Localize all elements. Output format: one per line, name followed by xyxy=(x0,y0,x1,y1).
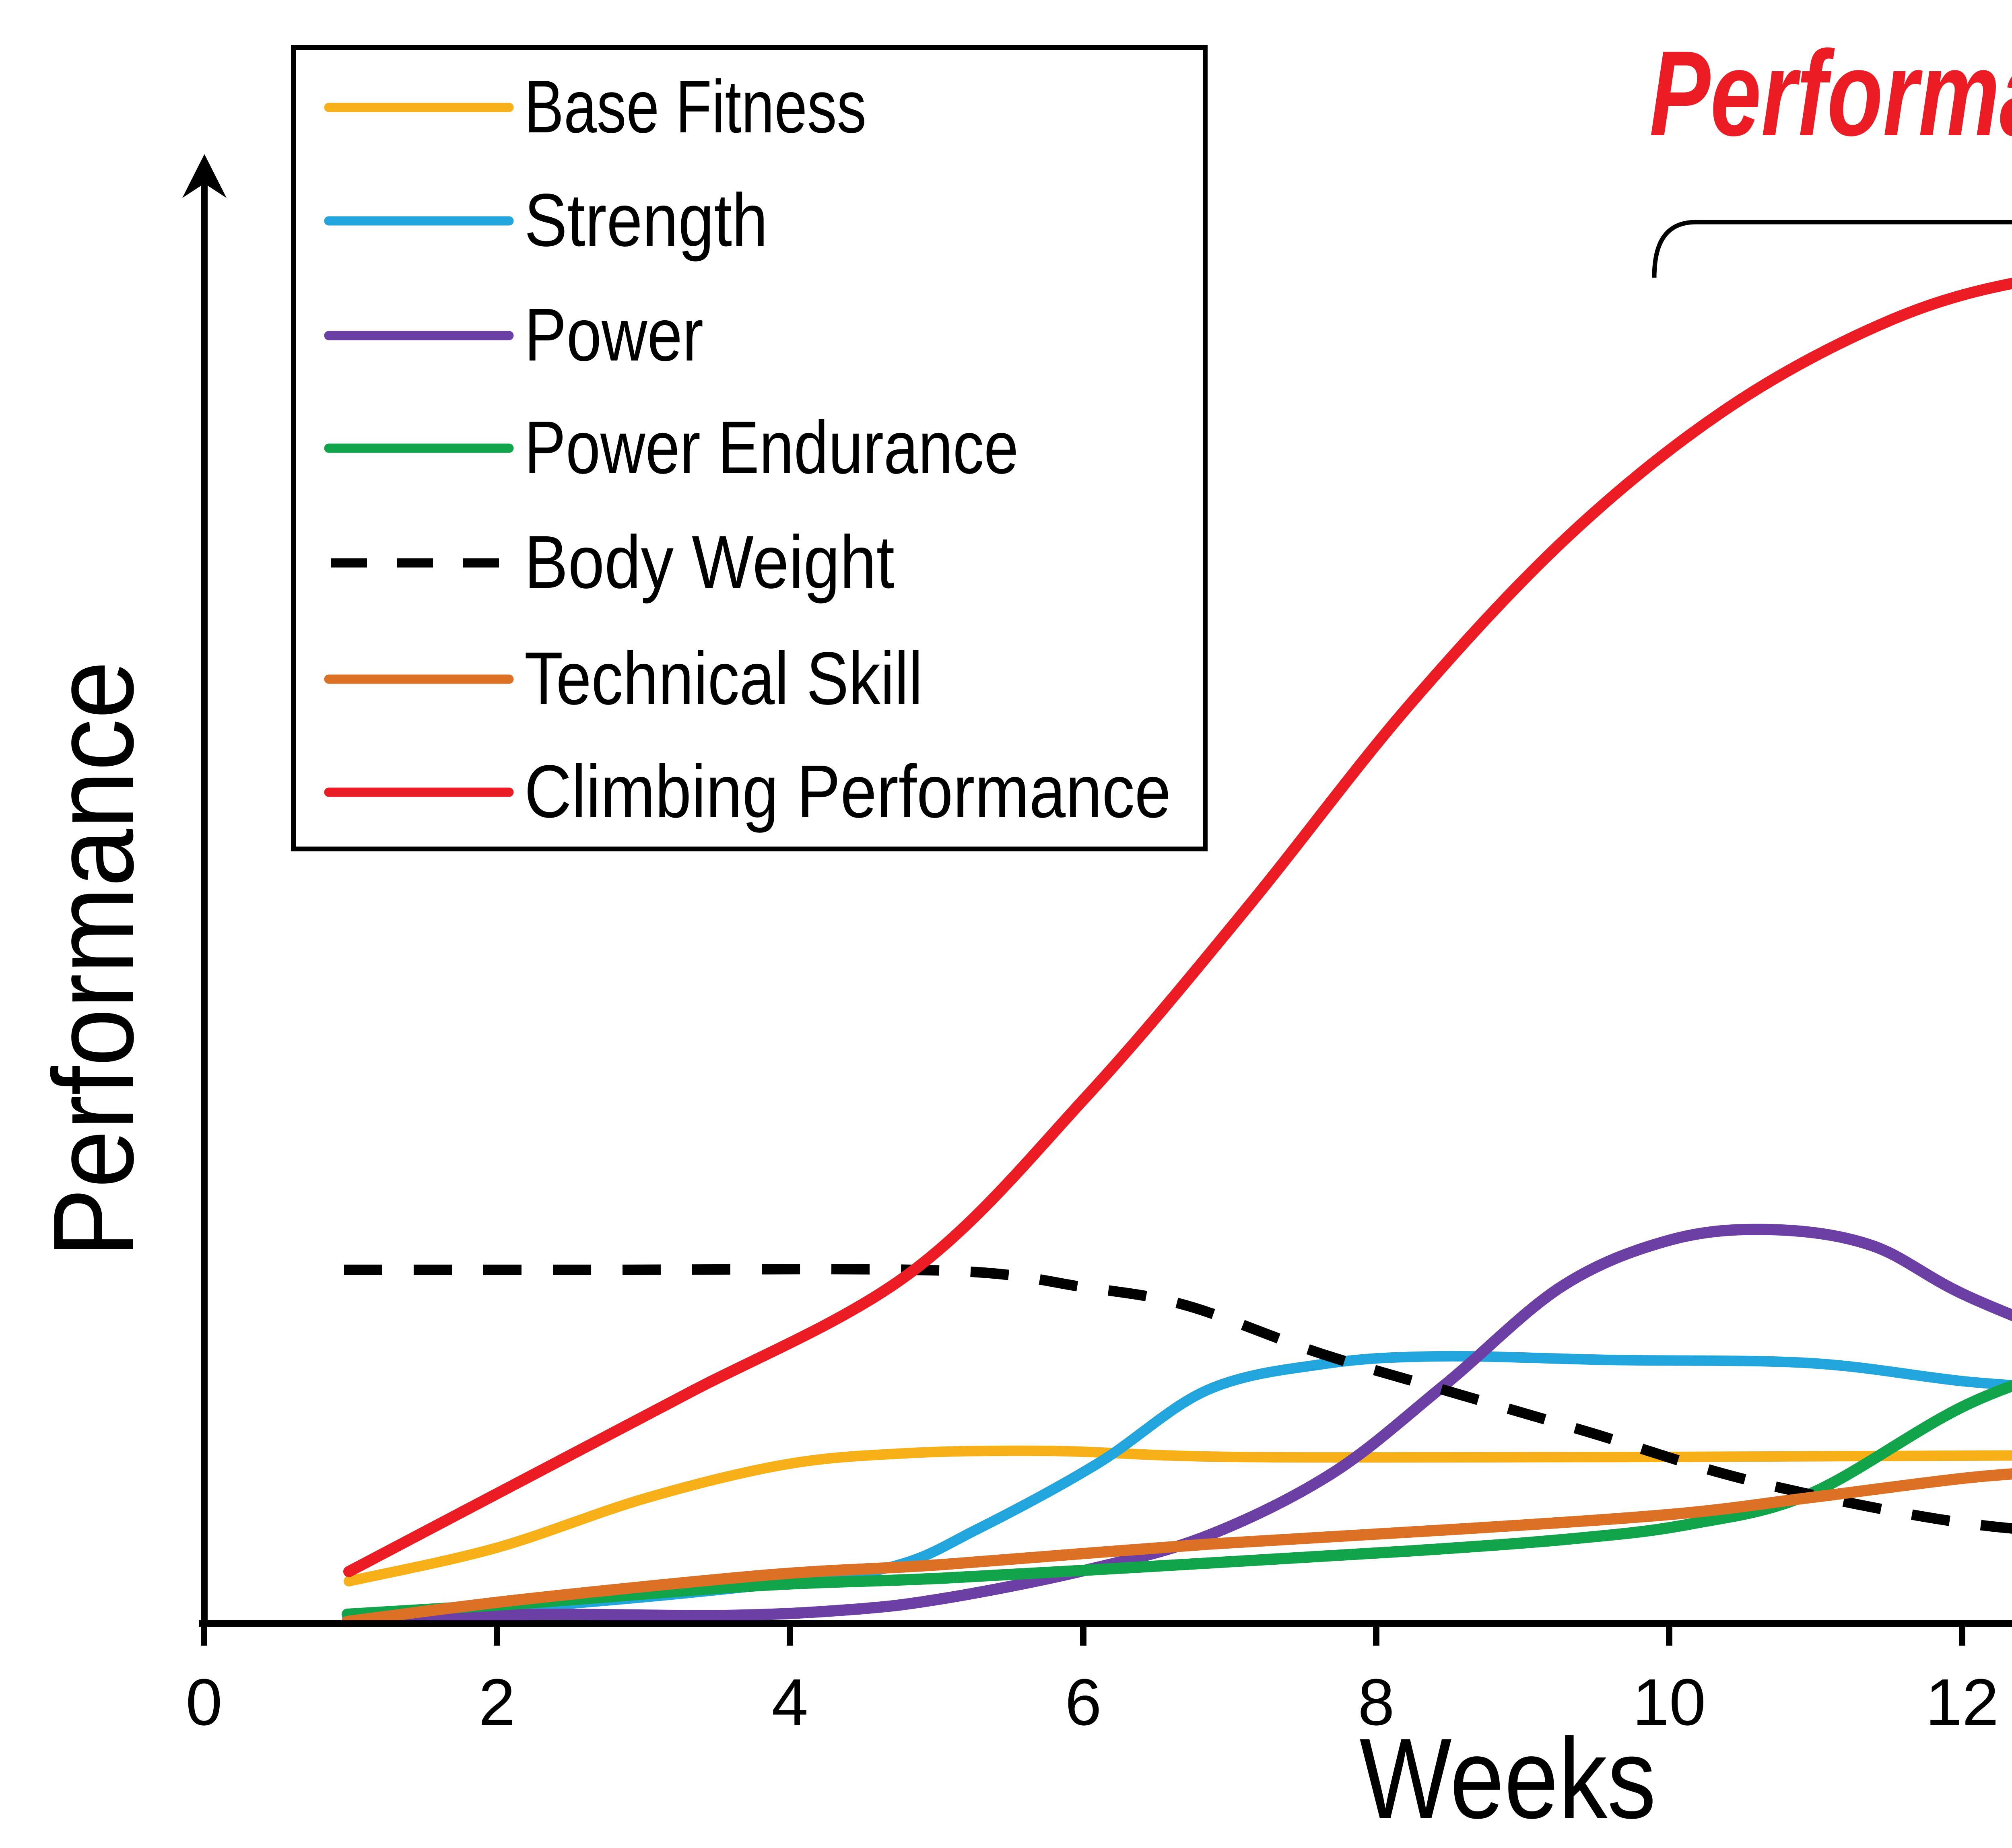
svg-text:Power: Power xyxy=(524,293,703,377)
svg-text:Base Fitness: Base Fitness xyxy=(524,65,866,148)
svg-text:Climbing Performance: Climbing Performance xyxy=(524,750,1171,833)
svg-text:2: 2 xyxy=(478,1665,515,1739)
svg-text:Strength: Strength xyxy=(524,179,768,262)
svg-text:6: 6 xyxy=(1065,1665,1101,1739)
svg-text:Weeks: Weeks xyxy=(1360,1715,1656,1842)
svg-text:8: 8 xyxy=(1358,1665,1394,1739)
svg-text:Performance: Performance xyxy=(30,661,157,1258)
svg-text:Performance Peak: Performance Peak xyxy=(1649,26,2012,161)
svg-text:0: 0 xyxy=(186,1665,222,1739)
svg-text:Technical Skill: Technical Skill xyxy=(524,637,923,720)
svg-text:Body Weight: Body Weight xyxy=(524,521,895,604)
svg-text:12: 12 xyxy=(1925,1665,1999,1739)
svg-text:4: 4 xyxy=(771,1665,808,1739)
svg-text:10: 10 xyxy=(1633,1665,1706,1739)
svg-text:Power Endurance: Power Endurance xyxy=(524,406,1018,489)
